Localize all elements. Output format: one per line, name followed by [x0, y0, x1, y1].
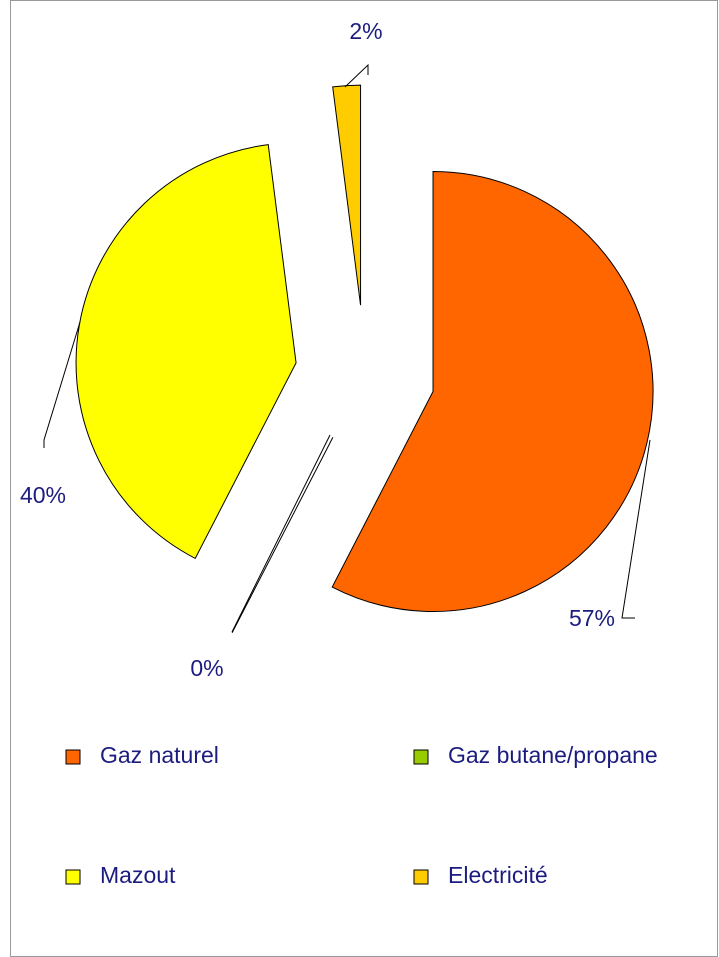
legend-swatch	[65, 869, 81, 885]
data-label: 2%	[349, 18, 382, 44]
legend-label: Electricité	[448, 862, 548, 888]
legend-label: Mazout	[100, 862, 176, 888]
data-label: 57%	[569, 605, 615, 631]
legend-swatch	[413, 869, 429, 885]
legend-label: Gaz butane/propane	[448, 742, 658, 768]
pie-slice	[331, 171, 654, 612]
legend-swatch	[65, 749, 81, 765]
data-label: 40%	[20, 482, 66, 508]
leader-line	[231, 434, 331, 633]
data-label: 0%	[190, 655, 223, 681]
leader-line	[43, 321, 81, 448]
leader-line	[344, 63, 369, 88]
leader-line	[621, 439, 651, 619]
pie-slice	[231, 436, 334, 633]
legend-swatch	[413, 749, 429, 765]
legend-label: Gaz naturel	[100, 742, 219, 768]
